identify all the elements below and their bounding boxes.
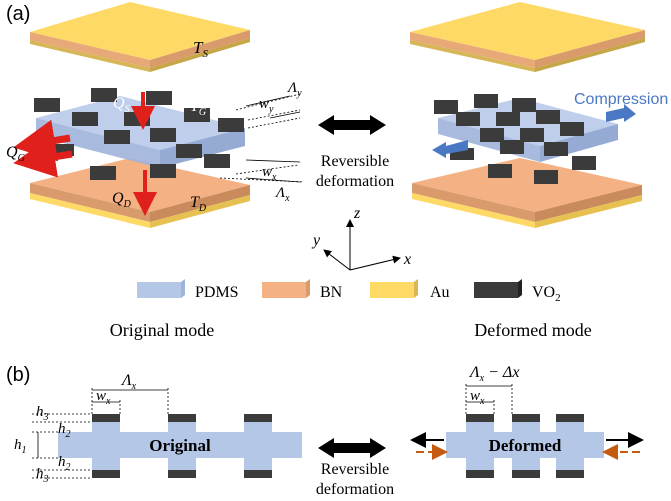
panel-b-original: Original Λx wx h3 h2 h1 h2 h3 xyxy=(14,372,302,485)
ts-label: TS xyxy=(193,38,208,60)
panel-b-deformed: Deformed Λx − Δx wx xyxy=(410,364,644,478)
panel-b-label: (b) xyxy=(6,364,30,386)
left-bottom-plate xyxy=(30,158,250,228)
middle-top-double-arrow xyxy=(318,115,386,135)
legend-label-pdms: PDMS xyxy=(195,284,239,301)
left-dimension-lines xyxy=(219,93,305,183)
legend-label-vo2: VO2 xyxy=(532,284,561,304)
right-top-plate xyxy=(410,2,645,72)
compression-arrow-right xyxy=(606,104,636,122)
td-label: TD xyxy=(190,194,207,214)
original-mode-label: Original mode xyxy=(110,320,214,340)
middle-top-text-1: Reversible xyxy=(321,153,389,170)
b-deformed-wx-label: wx xyxy=(470,388,485,407)
wx-label: wx xyxy=(262,164,277,183)
middle-bottom-text-2: deformation xyxy=(316,481,394,498)
left-vo2-bottom xyxy=(48,144,230,180)
b-h3-top-label: h3 xyxy=(36,404,49,423)
qg-arrow-2 xyxy=(13,135,73,178)
left-device: TS QS TG QG QD TD wy Λy wx Λx xyxy=(6,2,305,228)
qd-label: QD xyxy=(112,190,132,210)
axis-z-label: z xyxy=(353,205,361,222)
b-h2-bottom-label: h2 xyxy=(58,454,71,473)
b-lambda-label: Λx xyxy=(120,372,137,392)
legend-item-vo2: VO2 xyxy=(474,279,561,304)
tg-label: TG xyxy=(190,98,206,118)
right-vo2-blocks xyxy=(434,94,596,184)
lambda-y-label: Λy xyxy=(286,80,302,99)
legend-label-bn: BN xyxy=(320,284,343,301)
axis-y-label: y xyxy=(311,232,321,249)
middle-top-text-2: deformation xyxy=(316,173,394,190)
b-h2-top-label: h2 xyxy=(58,421,71,440)
b-h3-bottom-label: h3 xyxy=(36,466,49,485)
legend-label-au: Au xyxy=(430,284,450,301)
b-lambda-minus-label: Λx − Δx xyxy=(468,364,519,384)
middle-bottom-text-1: Reversible xyxy=(321,461,389,478)
panel-a-label: (a) xyxy=(6,3,30,25)
original-bar-label: Original xyxy=(149,436,211,455)
legend-item-pdms: PDMS xyxy=(137,279,239,301)
deformed-mode-label: Deformed mode xyxy=(474,320,591,340)
legend-item-au: Au xyxy=(370,279,450,301)
legend-item-bn: BN xyxy=(262,279,343,301)
b-h1-label: h1 xyxy=(14,437,27,456)
legend: PDMS BN Au VO2 xyxy=(137,279,561,304)
axis-x-label: x xyxy=(403,251,411,268)
compression-arrow-left xyxy=(432,140,468,158)
compression-label: Compression xyxy=(574,91,668,108)
coordinate-axes xyxy=(323,219,401,271)
left-dimension-arrows xyxy=(245,95,301,183)
middle-bottom-double-arrow xyxy=(318,438,386,458)
lambda-x-label: Λx xyxy=(274,185,290,204)
qg-label: QG xyxy=(6,144,25,164)
right-bottom-plate xyxy=(412,158,642,228)
qs-label: QS xyxy=(113,95,130,115)
left-vo2-top xyxy=(34,88,244,158)
wy-label: wy xyxy=(259,96,274,115)
b-wx-label: wx xyxy=(96,388,111,407)
deformed-bar-label: Deformed xyxy=(489,436,562,455)
left-top-plate xyxy=(30,2,250,72)
right-device: Compression xyxy=(410,2,668,228)
